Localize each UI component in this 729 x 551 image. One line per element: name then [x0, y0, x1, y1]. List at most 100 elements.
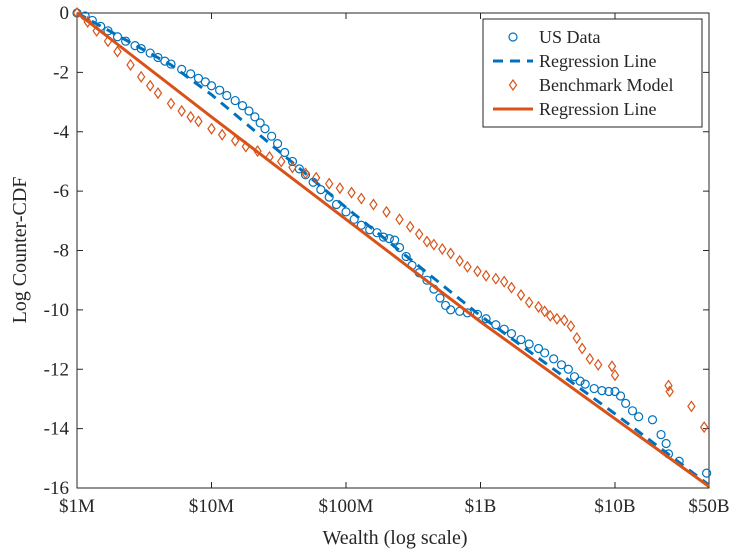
data-point — [277, 155, 286, 168]
data-point — [401, 251, 411, 262]
data-point — [516, 288, 526, 302]
data-point — [563, 364, 573, 374]
data-point — [665, 385, 674, 398]
data-point — [540, 305, 549, 318]
data-point — [473, 265, 482, 278]
series-line — [76, 11, 710, 487]
data-point — [324, 177, 334, 190]
data-point — [186, 69, 196, 79]
data-point — [560, 314, 569, 327]
data-point — [524, 296, 534, 309]
data-point — [301, 167, 310, 180]
series-0 — [72, 8, 712, 478]
data-point — [255, 118, 265, 128]
data-point — [194, 115, 203, 128]
data-point — [287, 156, 298, 167]
data-point — [699, 421, 709, 434]
legend-circle-swatch — [508, 32, 518, 42]
x-tick-label: $10B — [594, 496, 635, 517]
data-point — [145, 79, 155, 92]
data-point — [207, 122, 216, 135]
data-point — [533, 343, 544, 354]
data-point — [206, 81, 217, 91]
data-point — [177, 104, 186, 118]
data-point — [615, 391, 626, 401]
data-point — [506, 329, 517, 339]
data-point — [524, 339, 534, 349]
y-tick-label: -10 — [44, 300, 69, 321]
legend-label: Regression Line — [539, 51, 656, 71]
data-point — [113, 45, 122, 58]
data-point — [244, 106, 254, 116]
data-point — [545, 309, 555, 322]
y-tick-label: -16 — [44, 478, 69, 499]
series-1 — [76, 11, 710, 487]
data-point — [491, 272, 501, 285]
legend: US Data Regression Line Benchmark Model Reg… — [482, 18, 703, 128]
data-point — [272, 139, 283, 149]
data-point — [217, 128, 227, 141]
y-tick-label: -12 — [44, 359, 69, 380]
x-tick-label: $1M — [59, 496, 95, 517]
data-point — [186, 110, 195, 123]
data-point — [405, 220, 415, 233]
data-point — [577, 342, 587, 355]
data-point — [382, 205, 391, 218]
data-point — [566, 320, 576, 333]
data-point — [395, 213, 404, 226]
data-point — [702, 468, 712, 478]
data-point — [347, 186, 356, 199]
data-point — [153, 87, 163, 100]
y-tick-label: -2 — [53, 62, 69, 83]
legend-label: US Data — [539, 27, 601, 47]
data-point — [597, 386, 607, 396]
data-point — [414, 228, 424, 241]
y-tick-label: -6 — [53, 181, 69, 202]
data-point — [126, 58, 135, 71]
data-point — [335, 182, 345, 195]
series-line — [76, 11, 710, 488]
x-tick-label: $10M — [189, 496, 235, 517]
data-point — [627, 406, 638, 416]
data-point — [549, 354, 559, 364]
data-point — [166, 97, 176, 110]
data-point — [610, 369, 620, 382]
x-tick-label: $1B — [465, 496, 497, 517]
data-point — [569, 372, 580, 382]
data-point — [311, 171, 321, 184]
data-point — [288, 161, 297, 174]
y-axis-label: Log Counter-CDF — [9, 177, 31, 324]
data-point — [372, 228, 382, 238]
data-point — [215, 85, 225, 95]
data-point — [369, 198, 378, 211]
legend-label: Regression Line — [539, 99, 656, 119]
data-point — [435, 293, 445, 303]
data-point — [136, 70, 146, 83]
data-point — [250, 112, 260, 122]
data-point — [446, 247, 455, 260]
data-point — [267, 131, 277, 141]
data-point — [390, 235, 400, 245]
data-point — [593, 358, 603, 371]
data-point — [572, 332, 582, 345]
data-point — [687, 400, 696, 413]
data-point — [422, 235, 432, 248]
data-point — [556, 360, 567, 370]
y-tick-label: 0 — [60, 3, 70, 24]
data-point — [237, 101, 248, 111]
x-tick-label: $100M — [319, 496, 374, 517]
data-point — [378, 232, 389, 242]
data-point — [589, 383, 599, 394]
data-point — [280, 147, 290, 158]
data-point — [112, 32, 123, 42]
data-point — [634, 412, 644, 422]
data-point — [585, 352, 595, 365]
data-point — [540, 348, 550, 358]
legend-label: Benchmark Model — [539, 75, 673, 95]
data-point — [621, 398, 631, 408]
x-tick-label: $50B — [688, 496, 729, 517]
data-point — [607, 360, 617, 373]
data-point — [575, 376, 585, 386]
data-point — [222, 90, 232, 101]
